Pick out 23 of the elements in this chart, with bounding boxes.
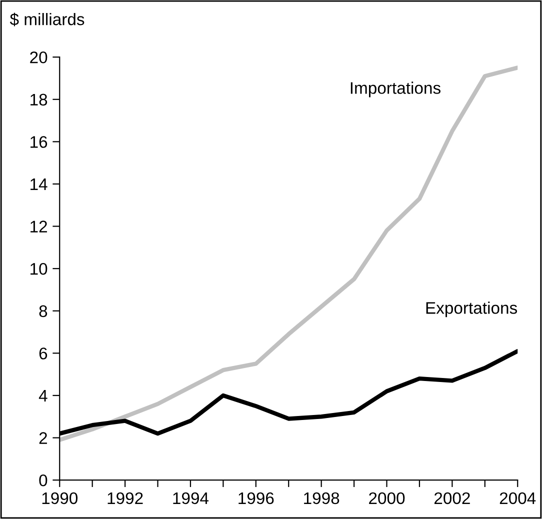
x-tick-label: 2002 [434, 492, 470, 504]
y-tick-label: 10 [30, 262, 48, 275]
y-tick-label: 20 [30, 51, 48, 64]
y-tick-label: 16 [30, 136, 48, 148]
line-series [60, 66, 518, 442]
y-tick-label: 6 [39, 348, 48, 360]
y-axis-title: $ milliards [10, 12, 84, 26]
y-tick-label: 14 [30, 178, 48, 190]
y-tick-label: 4 [38, 390, 48, 402]
x-tick-label: 1996 [238, 492, 274, 504]
y-tick-label: 8 [39, 305, 48, 318]
y-tick-label: 12 [30, 220, 47, 232]
x-tick-label: 1998 [304, 492, 340, 504]
y-tick-label: 2 [39, 432, 47, 444]
x-tick-label: 2004 [500, 492, 536, 504]
y-tick-label: 18 [30, 94, 48, 106]
series-label: Importations [350, 82, 440, 98]
x-tick-label: 1992 [108, 492, 143, 504]
x-tick-label: 2000 [369, 492, 405, 504]
x-tick-label: 1990 [42, 492, 78, 504]
text: Exportations [426, 302, 518, 318]
y-tick-label: 0 [39, 474, 48, 486]
x-tick-label: 1994 [173, 492, 209, 504]
